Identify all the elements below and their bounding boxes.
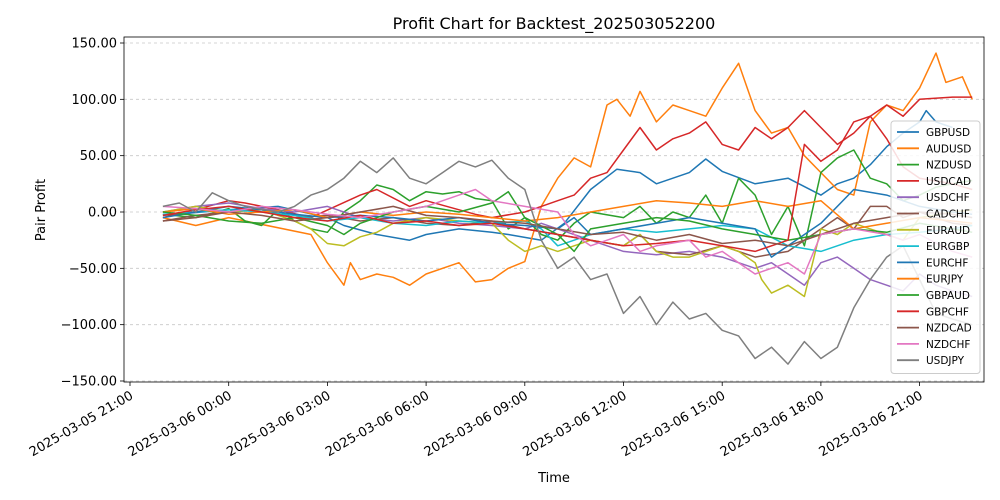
series-line-eurchf	[162, 188, 973, 258]
x-tick-label: 2025-03-06 09:00	[422, 388, 531, 460]
series-line-nzdchf	[162, 188, 973, 275]
x-axis-label: Time	[537, 471, 570, 486]
plot-frame	[123, 36, 985, 383]
series-line-usdjpy	[162, 157, 973, 365]
legend-label: NZDUSD	[926, 160, 972, 172]
series-line-gbpchf	[162, 115, 973, 253]
legend-box	[890, 120, 981, 374]
legend-label: USDJPY	[926, 355, 965, 367]
x-tick-label: 2025-03-06 12:00	[521, 388, 630, 460]
y-tick-label: 50.00	[80, 149, 117, 164]
legend: GBPUSD AUDUSD NZDUSD USDCAD USDCHF CADCHF EURA…	[890, 120, 981, 374]
series-lines	[162, 52, 973, 365]
y-tick-label: 100.00	[72, 93, 118, 108]
y-tick-label: −100.00	[61, 318, 117, 333]
y-tick-label: −150.00	[61, 375, 117, 390]
legend-label: AUDUSD	[926, 143, 971, 155]
legend-label: EURGBP	[926, 241, 969, 253]
x-tick-label: 2025-03-06 00:00	[126, 388, 235, 460]
x-tick-label: 2025-03-06 18:00	[718, 388, 827, 460]
x-tick-label: 2025-03-06 15:00	[619, 388, 728, 460]
y-tick-label: −50.00	[69, 262, 117, 277]
y-axis-ticks: 150.00 100.00 50.00 0.00 −50.00 −100.00 −150.0…	[61, 37, 124, 390]
x-tick-label: 2025-03-05 21:00	[27, 388, 136, 460]
series-line-nzdusd	[162, 149, 973, 247]
legend-label: NZDCHF	[926, 339, 970, 351]
legend-label: USDCAD	[926, 176, 971, 188]
x-tick-label: 2025-03-06 03:00	[224, 388, 333, 460]
legend-label: USDCHF	[926, 192, 970, 204]
chart-title: Profit Chart for Backtest_202503052200	[393, 14, 716, 34]
y-tick-label: 150.00	[72, 37, 118, 52]
x-tick-label: 2025-03-06 06:00	[323, 388, 432, 460]
legend-label: EURJPY	[926, 274, 964, 286]
legend-label: GBPCHF	[926, 306, 969, 318]
legend-label: CADCHF	[926, 209, 970, 221]
legend-label: GBPAUD	[926, 290, 970, 302]
x-tick-label: 2025-03-06 21:00	[817, 388, 926, 460]
y-tick-label: 0.00	[88, 206, 117, 221]
series-line-euraud	[162, 205, 973, 298]
legend-label: EURCHF	[926, 257, 968, 269]
legend-label: GBPUSD	[926, 127, 970, 139]
series-line-nzdcad	[162, 205, 973, 247]
series-line-audusd	[162, 52, 973, 286]
series-line-usdcad	[162, 96, 973, 219]
y-axis-label: Pair Profit	[34, 179, 49, 241]
series-line-gbpusd	[162, 109, 953, 241]
legend-label: NZDCAD	[926, 323, 972, 335]
legend-label: EURAUD	[926, 225, 970, 237]
